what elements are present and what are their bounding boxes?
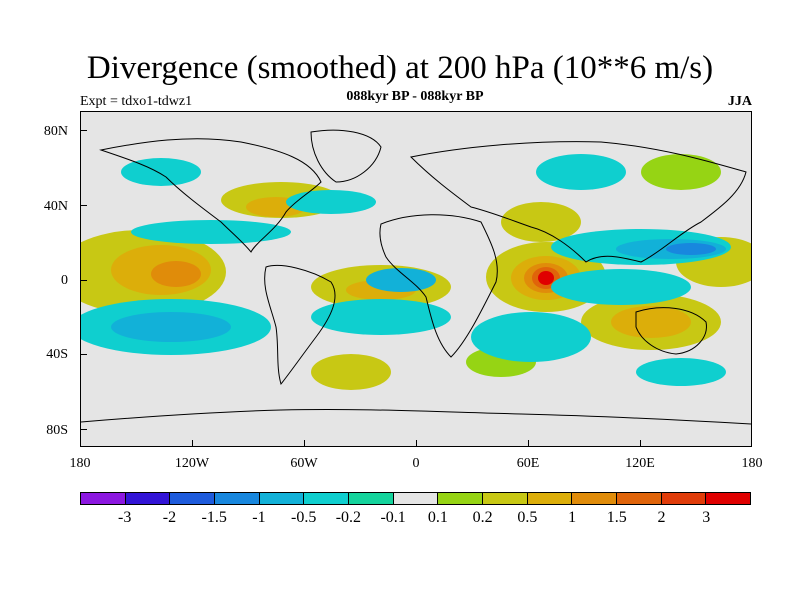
season-label: JJA (727, 94, 752, 109)
y-tick-label: 0 (61, 273, 68, 288)
contour-patch (536, 154, 626, 190)
coastline-eurasia (409, 141, 747, 263)
colorbar-label: 2 (657, 509, 666, 526)
contour-patch (471, 312, 591, 362)
y-tick-mark (80, 280, 87, 281)
map-canvas (81, 129, 751, 425)
colorbar-label: 1.5 (606, 509, 627, 526)
colorbar-label: -1 (252, 509, 266, 526)
contour-patch (121, 158, 201, 186)
colorbar-cell (438, 493, 484, 504)
y-tick-label: 40S (46, 347, 68, 362)
colorbar-cell (527, 493, 573, 504)
colorbar-cell (706, 493, 751, 504)
x-tick-label: 60E (516, 456, 540, 471)
y-tick-mark (80, 429, 87, 430)
colorbar-cell (170, 493, 216, 504)
colorbar-cell (572, 493, 618, 504)
experiment-label: Expt = tdxo1-tdwz1 (80, 94, 193, 109)
colorbar-label: 0.5 (517, 509, 538, 526)
period-label: 088kyr BP - 088kyr BP (346, 89, 484, 104)
y-tick-mark (80, 130, 87, 131)
colorbar-cell (259, 493, 305, 504)
colorbar-label: -0.2 (335, 509, 362, 526)
colorbar-cell (661, 493, 707, 504)
x-tick-mark (304, 440, 305, 447)
coastlines (81, 129, 751, 425)
y-tick-label: 80S (46, 423, 68, 438)
colorbar-label: -2 (162, 509, 177, 526)
x-tick-mark (640, 440, 641, 447)
x-tick-mark (416, 440, 417, 447)
contour-patch (111, 312, 231, 342)
colorbar-label: -0.1 (380, 509, 406, 526)
colorbar-cell (393, 493, 439, 504)
colorbar-label: -3 (118, 509, 132, 526)
contour-patch (641, 154, 721, 190)
y-tick-mark (80, 354, 87, 355)
contour-patch (501, 202, 581, 242)
contour-patch (611, 306, 691, 338)
x-tick-label: 120E (625, 456, 655, 471)
colorbar-label: 3 (702, 509, 711, 526)
colorbar-label: 0.1 (427, 509, 448, 526)
x-tick-label: 120W (174, 456, 210, 471)
y-tick-label: 40N (43, 199, 68, 214)
divergence-map (80, 111, 752, 447)
x-tick-label: 60W (290, 456, 318, 471)
coastline-south-america (264, 264, 336, 386)
contour-patch (538, 271, 554, 285)
contour-patch (551, 269, 691, 305)
colorbar-cell (304, 493, 350, 504)
colorbar-label: -0.5 (290, 509, 317, 526)
colorbar-cell (349, 493, 394, 504)
colorbar-label: -1.5 (201, 509, 227, 526)
colorbar-label: 0.2 (472, 509, 493, 526)
coastline-north-america (99, 138, 322, 253)
y-tick-label: 80N (43, 124, 68, 139)
x-tick-label: 0 (412, 456, 420, 471)
contour-patch (636, 358, 726, 386)
contour-patch (286, 190, 376, 214)
colorbar (80, 492, 751, 505)
coastline-africa (379, 214, 498, 358)
colorbar-cell (617, 493, 662, 504)
negative-contours (81, 154, 731, 386)
x-tick-mark (528, 440, 529, 447)
colorbar-cell (81, 493, 126, 504)
colorbar-cell (215, 493, 260, 504)
colorbar-cell (483, 493, 528, 504)
chart-title: Divergence (smoothed) at 200 hPa (10**6 … (86, 50, 714, 86)
contour-patch (151, 261, 201, 287)
contour-patch (311, 299, 451, 335)
coastline-greenland (310, 129, 382, 183)
colorbar-label: 1 (568, 509, 577, 526)
contour-patch (366, 268, 436, 292)
contour-patch (666, 243, 716, 255)
coastline-australia (635, 307, 707, 355)
x-tick-label: 180 (741, 456, 763, 471)
x-tick-mark (192, 440, 193, 447)
contour-patch (131, 220, 291, 244)
coastline-antarctica (81, 408, 751, 425)
x-tick-label: 180 (69, 456, 91, 471)
contour-patch (311, 354, 391, 390)
y-tick-mark (80, 205, 87, 206)
colorbar-cell (125, 493, 171, 504)
